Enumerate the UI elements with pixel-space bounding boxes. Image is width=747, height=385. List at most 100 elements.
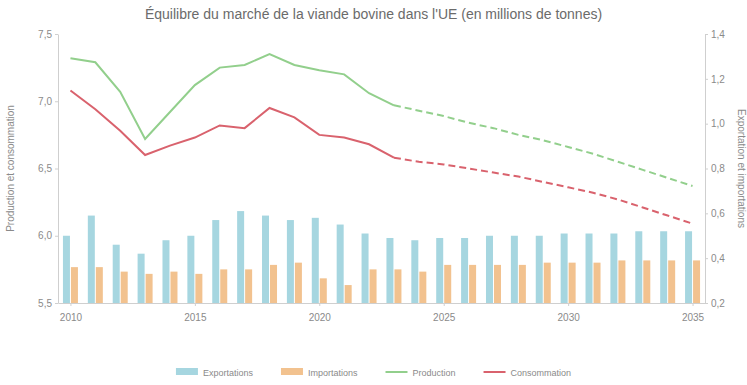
- tick: 2020: [309, 303, 332, 323]
- bar: [561, 234, 568, 303]
- bar: [146, 274, 153, 303]
- tick: 7,0: [38, 96, 58, 107]
- bar: [295, 263, 302, 303]
- bar: [486, 236, 493, 303]
- bar: [544, 263, 551, 303]
- line: [394, 158, 693, 224]
- bar: [345, 285, 352, 303]
- legend-label: Exportations: [203, 368, 254, 378]
- tick-mark: [55, 236, 58, 237]
- tick: 2025: [433, 303, 456, 323]
- tick: 2035: [682, 303, 705, 323]
- legend-item: Consommation: [484, 368, 572, 378]
- bar: [660, 231, 667, 303]
- tick: 7,5: [38, 29, 58, 40]
- bar: [362, 234, 369, 303]
- tick-mark: [195, 303, 196, 306]
- bar: [693, 260, 700, 303]
- tick-label: 2010: [60, 312, 83, 323]
- plot-area: [63, 54, 700, 303]
- bar: [370, 269, 377, 303]
- bar: [643, 260, 650, 303]
- legend: Exportations Importations Production Consom…: [176, 368, 571, 378]
- tick-label: 5,5: [38, 298, 52, 309]
- bar: [536, 236, 543, 303]
- tick-mark: [705, 258, 708, 259]
- tick-mark: [55, 169, 58, 170]
- tick-mark: [705, 124, 708, 125]
- bar: [287, 220, 294, 303]
- legend-item: Exportations: [176, 368, 254, 378]
- bar: [121, 272, 128, 303]
- bar: [113, 245, 120, 303]
- bar: [270, 265, 277, 303]
- tick: 2015: [184, 303, 207, 323]
- axis-line: [59, 303, 706, 304]
- tick-mark: [705, 213, 708, 214]
- line: [70, 90, 394, 157]
- tick-mark: [705, 79, 708, 80]
- tick: 1,4: [705, 29, 725, 40]
- tick: 0,8: [705, 163, 725, 174]
- tick-mark: [705, 303, 708, 304]
- tick-label: 2020: [309, 312, 332, 323]
- bar: [170, 272, 177, 303]
- tick: 2030: [558, 303, 581, 323]
- bar: [138, 254, 145, 303]
- y-axis: 5,5 6,0 6,5 7,0 7,5: [38, 29, 58, 309]
- bar: [569, 263, 576, 303]
- bar: [635, 231, 642, 303]
- tick: 6,5: [38, 163, 58, 174]
- tick-label: 0,8: [711, 163, 725, 174]
- tick-label: 2035: [682, 312, 705, 323]
- bar: [668, 260, 675, 303]
- tick-mark: [705, 34, 708, 35]
- bar: [594, 263, 601, 303]
- bar: [419, 272, 426, 303]
- tick: 1,0: [705, 118, 725, 129]
- tick-label: 0,4: [711, 253, 725, 264]
- legend-item: Importations: [281, 368, 358, 378]
- tick-label: 2015: [184, 312, 207, 323]
- tick-mark: [568, 303, 569, 306]
- bar: [237, 211, 244, 303]
- legend-label: Consommation: [511, 368, 572, 378]
- x-axis: 2010 2015 2020 2025 2030 2035: [59, 303, 706, 323]
- tick-label: 6,0: [38, 230, 52, 241]
- bar: [411, 240, 418, 303]
- y2-axis-title: Exportation et importations: [736, 109, 747, 228]
- tick: 0,4: [705, 253, 725, 264]
- tick-label: 1,0: [711, 118, 725, 129]
- tick-label: 7,5: [38, 29, 52, 40]
- tick-mark: [55, 303, 58, 304]
- bar: [586, 234, 593, 303]
- legend-label: Importations: [308, 368, 358, 378]
- tick: 6,0: [38, 230, 58, 241]
- tick: 0,2: [705, 298, 725, 309]
- bar: [618, 260, 625, 303]
- bar: [519, 265, 526, 303]
- legend-swatch: [484, 371, 506, 373]
- y-axis-title: Production et consommation: [5, 105, 16, 232]
- legend-item: Production: [386, 368, 456, 378]
- bar: [386, 238, 393, 303]
- legend-swatch: [386, 371, 408, 373]
- y2-axis: 0,20,40,60,81,01,21,4: [705, 29, 725, 309]
- legend-label: Production: [413, 368, 456, 378]
- tick-mark: [55, 34, 58, 35]
- axis-line: [58, 35, 59, 304]
- bar: [88, 216, 95, 303]
- bar: [212, 220, 219, 303]
- bar: [220, 269, 227, 303]
- tick-label: 7,0: [38, 96, 52, 107]
- bar: [610, 234, 617, 303]
- bar: [195, 274, 202, 303]
- chart: Équilibre du marché de la viande bovine …: [0, 0, 747, 385]
- bar-series: [63, 211, 692, 303]
- bar: [262, 216, 269, 303]
- tick-mark: [444, 303, 445, 306]
- bar: [63, 236, 70, 303]
- bar: [320, 278, 327, 303]
- legend-swatch: [176, 368, 198, 375]
- bar: [162, 240, 169, 303]
